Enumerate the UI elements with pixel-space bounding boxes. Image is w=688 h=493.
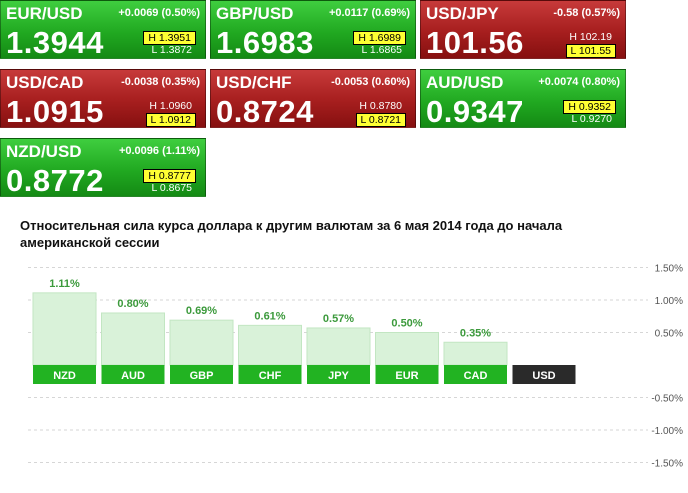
currency-tiles: EUR/USD +0.0069 (0.50%) 1.3944 H 1.3951 … xyxy=(0,0,688,210)
category-label: JPY xyxy=(328,370,349,382)
change-value: +0.0074 (0.80%) xyxy=(538,76,620,88)
tick-label: -1.00% xyxy=(651,426,683,437)
change-value: -0.0053 (0.60%) xyxy=(331,76,410,88)
bars: 1.11% NZD 0.80% AUD 0.69% GBP 0.61% CHF 0.57% JPY… xyxy=(32,278,576,384)
bar xyxy=(306,327,371,366)
high-value: H 0.9352 xyxy=(563,100,616,114)
price-value: 1.6983 xyxy=(216,25,314,59)
value-label: 0.61% xyxy=(254,310,285,322)
low-value: L 0.9270 xyxy=(571,113,612,125)
tick-label: 1.50% xyxy=(655,264,683,275)
bar xyxy=(101,312,165,366)
value-label: 0.35% xyxy=(460,327,491,339)
category-box xyxy=(101,365,165,384)
bar xyxy=(238,324,302,366)
low-value: L 0.8675 xyxy=(151,182,192,194)
change-value: +0.0069 (0.50%) xyxy=(118,7,200,19)
value-label: 0.50% xyxy=(391,318,422,330)
low-value: L 1.0912 xyxy=(145,113,196,127)
value-label: 0.69% xyxy=(186,305,217,317)
low-value: L 101.55 xyxy=(565,44,616,58)
category-label: CAD xyxy=(464,370,488,382)
high-value: H 0.8777 xyxy=(143,169,196,183)
category-label: GBP xyxy=(190,370,214,382)
category-box xyxy=(170,365,233,384)
pair-name: USD/CAD xyxy=(6,73,84,92)
tile-usdchf[interactable]: USD/CHF -0.0053 (0.60%) 0.8724 H 0.8780 … xyxy=(210,69,416,128)
category-label: CHF xyxy=(259,370,282,382)
category-box xyxy=(375,365,439,384)
value-label: 0.80% xyxy=(117,298,148,310)
price-value: 101.56 xyxy=(426,25,524,59)
change-value: +0.0117 (0.69%) xyxy=(328,7,410,19)
tile-eurusd[interactable]: EUR/USD +0.0069 (0.50%) 1.3944 H 1.3951 … xyxy=(0,0,206,59)
tile-usdjpy[interactable]: USD/JPY -0.58 (0.57%) 101.56 H 102.19 L … xyxy=(420,0,626,59)
price-value: 1.0915 xyxy=(6,94,104,128)
chart-title: Относительная сила курса доллара к други… xyxy=(20,218,563,250)
pair-name: EUR/USD xyxy=(6,4,83,23)
pair-name: USD/JPY xyxy=(426,4,499,23)
price-value: 0.8772 xyxy=(6,163,104,197)
category-box xyxy=(512,365,576,384)
tick-label: 0.50% xyxy=(655,329,683,340)
low-value: L 1.6865 xyxy=(361,44,402,56)
high-value: H 1.0960 xyxy=(149,100,192,112)
bar xyxy=(32,292,97,366)
change-value: -0.0038 (0.35%) xyxy=(121,76,200,88)
category-label: AUD xyxy=(121,370,145,382)
pair-name: USD/CHF xyxy=(216,73,292,92)
high-value: H 1.3951 xyxy=(143,31,196,45)
category-box xyxy=(33,365,96,384)
tick-label: -1.50% xyxy=(651,459,683,470)
price-value: 1.3944 xyxy=(6,25,104,59)
tile-audusd[interactable]: AUD/USD +0.0074 (0.80%) 0.9347 H 0.9352 … xyxy=(420,69,626,128)
category-box xyxy=(238,365,302,384)
high-value: H 1.6989 xyxy=(353,31,406,45)
change-value: -0.58 (0.57%) xyxy=(553,7,620,19)
tick-labels: 1.50% 1.00% 0.50% -0.50% -1.00% -1.50% xyxy=(651,264,683,470)
high-value: H 102.19 xyxy=(569,31,612,43)
value-label: 1.11% xyxy=(49,278,80,290)
bar xyxy=(443,341,508,366)
low-value: L 1.3872 xyxy=(151,44,192,56)
high-value: H 0.8780 xyxy=(359,100,402,112)
bar xyxy=(375,332,439,366)
tile-gbpusd[interactable]: GBP/USD +0.0117 (0.69%) 1.6983 H 1.6989 … xyxy=(210,0,416,59)
bar xyxy=(169,319,234,366)
price-value: 0.8724 xyxy=(216,94,314,128)
price-value: 0.9347 xyxy=(426,94,524,128)
pair-name: NZD/USD xyxy=(6,142,82,161)
low-value: L 0.8721 xyxy=(355,113,406,127)
category-label: EUR xyxy=(395,370,418,382)
category-box xyxy=(307,365,370,384)
change-value: +0.0096 (1.11%) xyxy=(118,145,200,157)
category-box xyxy=(444,365,507,384)
pair-name: GBP/USD xyxy=(216,4,294,23)
tile-nzdusd[interactable]: NZD/USD +0.0096 (1.11%) 0.8772 H 0.8777 … xyxy=(0,138,206,197)
tick-label: 1.00% xyxy=(655,296,683,307)
tile-usdcad[interactable]: USD/CAD -0.0038 (0.35%) 1.0915 H 1.0960 … xyxy=(0,69,206,128)
tick-label: -0.50% xyxy=(651,394,683,405)
category-label: NZD xyxy=(53,370,76,382)
value-label: 0.57% xyxy=(323,313,354,325)
pair-name: AUD/USD xyxy=(426,73,504,92)
category-label: USD xyxy=(532,370,555,382)
